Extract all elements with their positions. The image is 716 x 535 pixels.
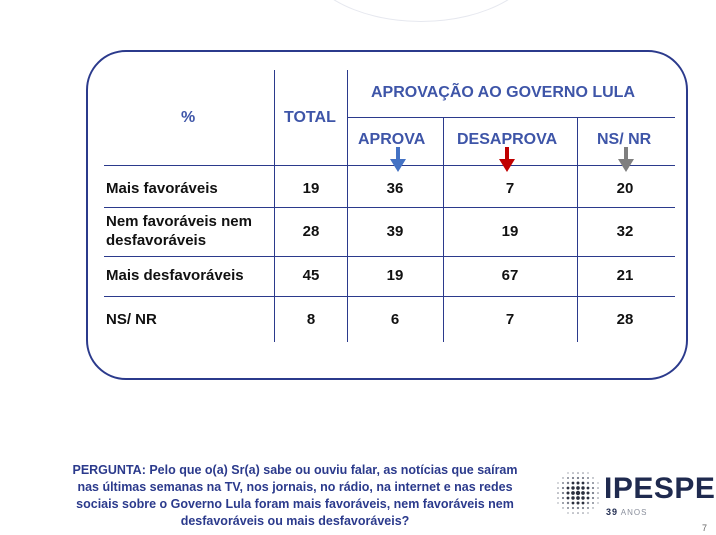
dot-globe-icon bbox=[557, 472, 599, 514]
question-line: desfavoráveis ou mais desfavoráveis? bbox=[180, 514, 410, 528]
table-cell: 8 bbox=[306, 311, 316, 328]
table-cell: 7 bbox=[505, 180, 515, 197]
row-divider-2 bbox=[104, 256, 675, 257]
column-divider-4 bbox=[577, 118, 578, 342]
table-cell: 45 bbox=[302, 267, 320, 284]
column-header-nsnr: NS/ NR bbox=[597, 131, 652, 148]
table-cell: 7 bbox=[505, 311, 515, 328]
question-line: sociais sobre o Governo Lula foram mais … bbox=[76, 497, 514, 511]
column-divider-2 bbox=[347, 70, 348, 342]
row-label: Mais favoráveis bbox=[106, 180, 218, 197]
table-cell: 36 bbox=[386, 180, 404, 197]
arrow-down-icon bbox=[499, 147, 515, 172]
row-label: Mais desfavoráveis bbox=[106, 267, 244, 284]
survey-question: PERGUNTA: Pelo que o(a) Sr(a) sabe ou ou… bbox=[30, 462, 560, 530]
group-header-underline bbox=[347, 117, 675, 118]
row-divider-3 bbox=[104, 296, 675, 297]
corner-label: % bbox=[181, 109, 196, 126]
table-cell: 20 bbox=[616, 180, 634, 197]
column-divider-3 bbox=[443, 118, 444, 342]
table-cell: 6 bbox=[390, 311, 400, 328]
table-cell: 39 bbox=[386, 223, 404, 240]
table-cell: 21 bbox=[616, 267, 634, 284]
table-cell: 32 bbox=[616, 223, 634, 240]
table-cell: 67 bbox=[501, 267, 519, 284]
arrow-down-icon bbox=[390, 147, 406, 172]
logo-years: 39 ANOS bbox=[606, 507, 647, 517]
total-header: TOTAL bbox=[284, 109, 336, 126]
group-header: APROVAÇÃO AO GOVERNO LULA bbox=[371, 84, 636, 101]
arrow-down-icon bbox=[618, 147, 634, 172]
row-label: desfavoráveis bbox=[106, 232, 207, 249]
row-label: Nem favoráveis nem bbox=[106, 213, 252, 230]
page-number: 7 bbox=[702, 523, 708, 533]
row-label: NS/ NR bbox=[106, 311, 157, 328]
table-cell: 28 bbox=[616, 311, 634, 328]
table-cell: 19 bbox=[386, 267, 404, 284]
table-cell: 19 bbox=[302, 180, 320, 197]
logo-years-number: 39 bbox=[606, 507, 619, 517]
logo-years-word: ANOS bbox=[620, 508, 648, 517]
column-header-desaprova: DESAPROVA bbox=[457, 131, 558, 148]
table-panel bbox=[86, 50, 688, 380]
row-divider-1 bbox=[104, 207, 675, 208]
logo-name: IPESPE bbox=[604, 472, 716, 505]
table-cell: 28 bbox=[302, 223, 320, 240]
column-divider-1 bbox=[274, 70, 275, 342]
table-cell: 19 bbox=[501, 223, 519, 240]
header-bottom-line bbox=[104, 165, 675, 166]
column-header-aprova: APROVA bbox=[358, 131, 426, 148]
question-line: nas últimas semanas na TV, nos jornais, … bbox=[77, 480, 513, 494]
question-line: PERGUNTA: Pelo que o(a) Sr(a) sabe ou ou… bbox=[72, 463, 518, 477]
decorative-arc bbox=[300, 0, 542, 22]
